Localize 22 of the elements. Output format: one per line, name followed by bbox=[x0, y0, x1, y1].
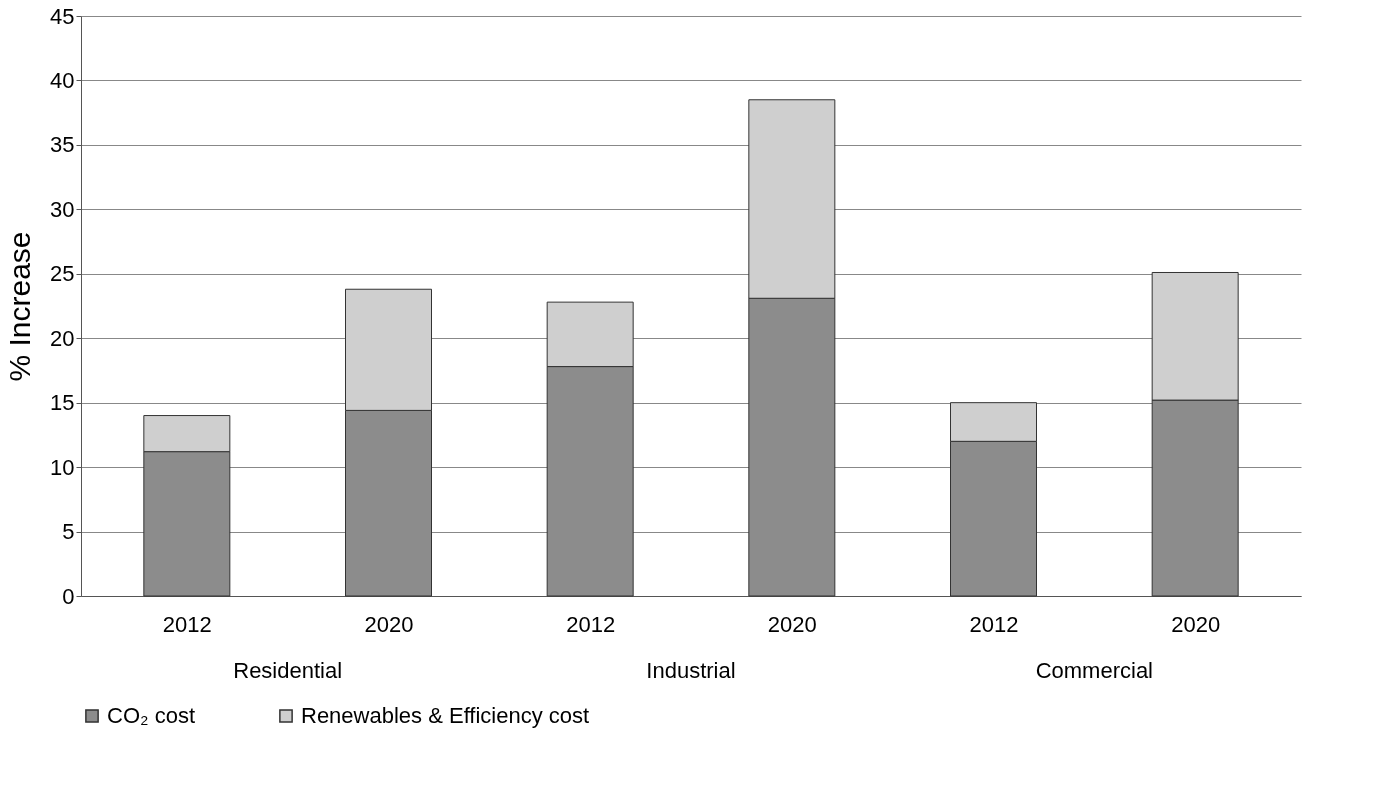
y-tick-label: 15 bbox=[50, 390, 75, 416]
y-tick-label: 30 bbox=[50, 196, 75, 222]
x-tick-label: 2020 bbox=[1171, 611, 1221, 637]
text: Residential bbox=[233, 658, 343, 683]
x-tick-label: 2012 bbox=[162, 611, 212, 637]
x-tick-label: 2012 bbox=[566, 611, 616, 637]
y-tick-label: 10 bbox=[50, 454, 75, 480]
x-tick-label: 2012 bbox=[969, 611, 1019, 637]
text: Commercial bbox=[1035, 658, 1154, 683]
y-tick-label: 0 bbox=[62, 583, 75, 609]
legend-label: CO₂ cost bbox=[107, 703, 195, 728]
y-tick-label: 20 bbox=[50, 325, 75, 351]
x-tick-label: 2020 bbox=[364, 611, 414, 637]
legend-label: Renewables & Efficiency cost bbox=[301, 703, 590, 728]
x-tick-label: 2020 bbox=[767, 611, 817, 637]
y-tick-label: 5 bbox=[62, 519, 75, 545]
y-tick-label: 45 bbox=[50, 3, 75, 29]
y-tick-label: 35 bbox=[50, 132, 75, 158]
y-tick-label: 40 bbox=[50, 67, 75, 93]
y-tick-label: 25 bbox=[50, 261, 75, 287]
y-axis-title: % Increase bbox=[3, 231, 37, 382]
text: Industrial bbox=[646, 658, 736, 683]
